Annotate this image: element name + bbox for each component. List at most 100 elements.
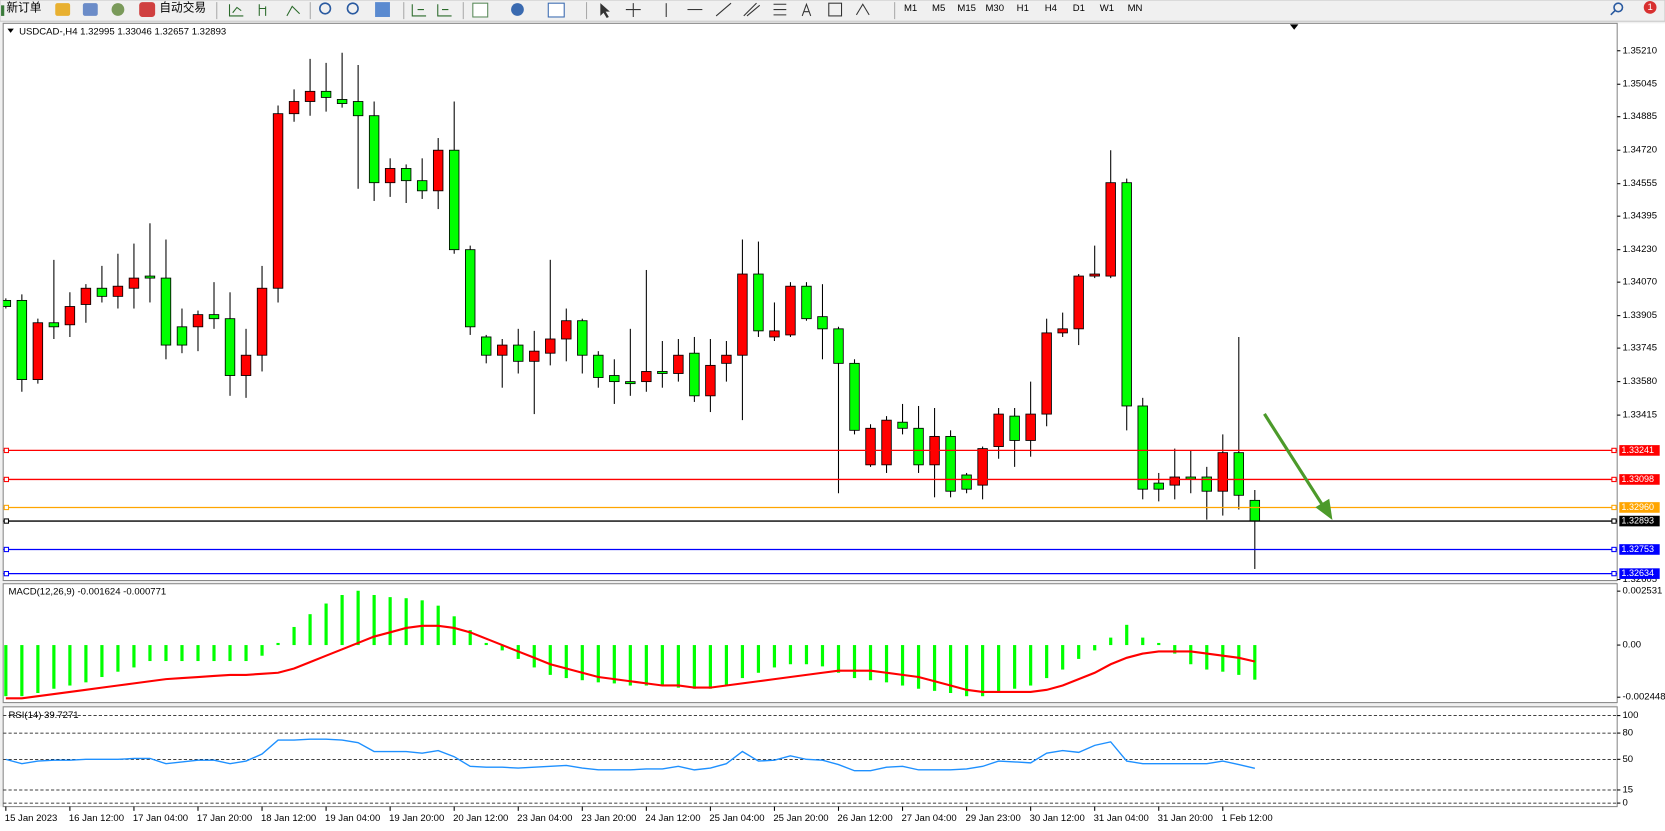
macd-bar <box>388 597 392 646</box>
level-handle[interactable] <box>3 518 10 524</box>
cursor-tool[interactable] <box>600 3 610 19</box>
macd-bar <box>180 645 184 662</box>
y-tick-label: 1.35210 <box>1622 45 1657 56</box>
candle-body <box>609 375 620 383</box>
y-tick-label: 1.34555 <box>1622 178 1657 189</box>
icon-button[interactable] <box>286 5 301 17</box>
candle-body <box>1217 452 1228 492</box>
level-handle[interactable] <box>1611 476 1617 483</box>
candle-body <box>897 421 908 429</box>
candle-body <box>464 249 476 328</box>
level-handle[interactable] <box>3 570 10 577</box>
level-handle[interactable] <box>3 546 10 553</box>
x-tick-label: 24 Jan 12:00 <box>645 813 700 824</box>
level-handle[interactable] <box>1611 518 1617 524</box>
y-tick-label: 1.34885 <box>1622 111 1657 122</box>
macd-bar <box>452 616 456 646</box>
level-handle[interactable] <box>1611 447 1617 454</box>
timeframe-button[interactable]: M5 <box>932 3 945 14</box>
candle-body <box>1169 476 1180 486</box>
auto-trading-button[interactable]: 自动交易 <box>159 1 206 15</box>
macd-bar <box>981 645 985 697</box>
macd-bar <box>164 645 168 662</box>
fibo-tool[interactable] <box>773 3 787 16</box>
timeframe-button[interactable]: W1 <box>1100 3 1114 14</box>
panel <box>2 706 1618 808</box>
icon-button[interactable] <box>228 4 244 17</box>
macd-bar <box>148 645 152 662</box>
icon-button[interactable] <box>411 4 427 17</box>
candle-body <box>128 277 140 289</box>
macd-bar <box>660 645 664 686</box>
timeframe-button[interactable]: D1 <box>1073 3 1085 14</box>
panel <box>2 583 1618 704</box>
timeframe-button[interactable]: H4 <box>1045 3 1058 14</box>
candle-body <box>48 322 60 328</box>
candle-body <box>545 338 556 354</box>
candle-body <box>721 354 732 364</box>
macd-bar <box>212 645 216 662</box>
macd-bar <box>964 645 969 697</box>
y-tick-label: 1.34720 <box>1622 145 1657 156</box>
trendline-tool[interactable] <box>715 2 732 17</box>
candle-body <box>497 344 508 356</box>
icon-button[interactable] <box>258 4 267 16</box>
y-tick-label: 50 <box>1622 754 1633 765</box>
channel-tool[interactable] <box>743 2 761 17</box>
candle-body <box>448 149 460 251</box>
y-tick-label: 15 <box>1622 784 1633 795</box>
level-handle[interactable] <box>1611 570 1617 577</box>
candle-body <box>1137 405 1148 490</box>
timeframe-button[interactable]: M30 <box>985 3 1004 14</box>
label-tool[interactable] <box>828 2 843 17</box>
timeframe-button[interactable]: MN <box>1128 3 1143 14</box>
level-handle[interactable] <box>3 476 10 483</box>
x-tick-label: 20 Jan 12:00 <box>453 813 508 824</box>
plot-area <box>3 52 1618 575</box>
x-tick-label: 25 Jan 20:00 <box>773 813 828 824</box>
zoom-in[interactable] <box>319 2 332 15</box>
candle-body <box>1201 476 1212 492</box>
icon-button[interactable] <box>111 3 125 16</box>
candle-body <box>32 322 44 381</box>
macd-bar <box>804 645 809 665</box>
timeframe-button[interactable]: H1 <box>1017 3 1029 14</box>
y-tick-label: 0.002531 <box>1622 586 1662 597</box>
candle-body <box>977 448 988 486</box>
arrow-tool[interactable] <box>855 3 870 16</box>
level-handle[interactable] <box>1611 504 1617 511</box>
candle-body <box>352 101 364 117</box>
timeframe-button[interactable]: M15 <box>957 3 976 14</box>
candle-body <box>1041 332 1052 415</box>
candle-body <box>16 299 28 381</box>
new-order-button[interactable]: 新订单 <box>6 1 41 15</box>
notification-badge[interactable] <box>1643 1 1657 14</box>
symbol-menu[interactable] <box>7 28 14 33</box>
icon-button[interactable] <box>55 3 71 16</box>
icon-button[interactable] <box>82 3 98 16</box>
macd-bar <box>228 645 232 662</box>
macd-bar <box>532 645 536 668</box>
macd-bar <box>420 600 424 646</box>
indicators[interactable] <box>472 2 489 18</box>
level-handle[interactable] <box>3 447 10 454</box>
candle-body <box>1089 273 1100 277</box>
periods[interactable] <box>511 3 524 16</box>
auto-trading-icon[interactable] <box>139 2 156 17</box>
level-handle[interactable] <box>1611 546 1617 553</box>
macd-bar <box>1093 645 1097 651</box>
y-tick-label: 0.00 <box>1622 640 1641 651</box>
icon-button[interactable] <box>437 4 452 17</box>
macd-bar <box>740 645 745 679</box>
macd-bar <box>628 645 632 686</box>
macd-bar <box>868 645 873 681</box>
crosshair-tool[interactable] <box>625 3 641 17</box>
macd-bar <box>852 645 857 679</box>
search[interactable] <box>1613 2 1624 13</box>
zoom-out[interactable] <box>346 2 359 15</box>
templates[interactable] <box>547 2 565 18</box>
timeframe-button[interactable]: M1 <box>904 3 917 14</box>
tile-windows[interactable] <box>375 2 390 17</box>
text-tool[interactable] <box>801 2 812 17</box>
level-handle[interactable] <box>3 504 10 511</box>
